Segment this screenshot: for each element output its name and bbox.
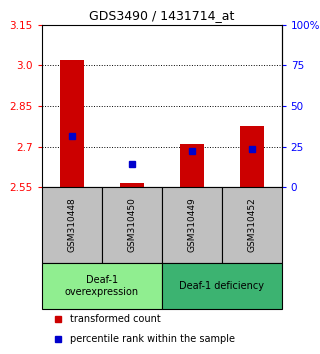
Bar <box>42 187 102 263</box>
Bar <box>222 187 282 263</box>
Bar <box>120 183 144 187</box>
Text: Deaf-1 deficiency: Deaf-1 deficiency <box>179 281 264 291</box>
Bar <box>102 187 162 263</box>
Text: GSM310448: GSM310448 <box>67 198 76 252</box>
Bar <box>240 126 264 187</box>
Bar <box>42 263 162 309</box>
Bar <box>60 60 84 187</box>
Text: Deaf-1
overexpression: Deaf-1 overexpression <box>65 275 139 297</box>
Text: GSM310452: GSM310452 <box>247 198 256 252</box>
Text: percentile rank within the sample: percentile rank within the sample <box>70 335 236 344</box>
Bar <box>162 187 222 263</box>
Title: GDS3490 / 1431714_at: GDS3490 / 1431714_at <box>89 9 234 22</box>
Text: transformed count: transformed count <box>70 314 161 324</box>
Text: GSM310450: GSM310450 <box>127 198 136 252</box>
Bar <box>180 144 204 187</box>
Text: GSM310449: GSM310449 <box>187 198 196 252</box>
Bar <box>162 263 282 309</box>
